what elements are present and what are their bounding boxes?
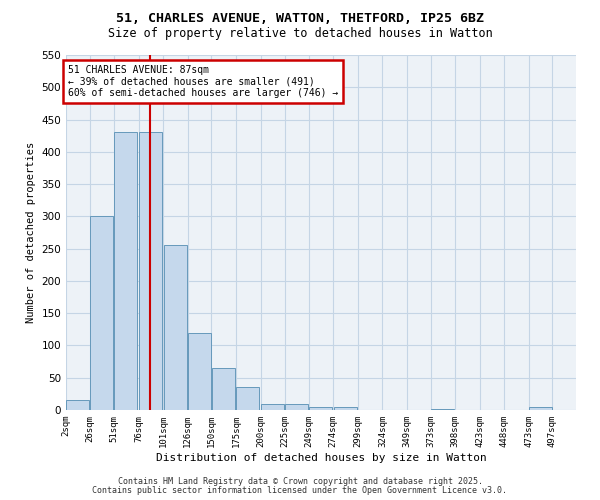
Bar xyxy=(529,408,552,410)
Bar xyxy=(139,132,162,410)
Bar xyxy=(334,408,356,410)
X-axis label: Distribution of detached houses by size in Watton: Distribution of detached houses by size … xyxy=(155,452,487,462)
Bar xyxy=(115,132,137,410)
Bar xyxy=(236,388,259,410)
Bar xyxy=(212,368,235,410)
Bar xyxy=(90,216,113,410)
Text: Contains public sector information licensed under the Open Government Licence v3: Contains public sector information licen… xyxy=(92,486,508,495)
Bar xyxy=(309,407,332,410)
Text: 51 CHARLES AVENUE: 87sqm
← 39% of detached houses are smaller (491)
60% of semi-: 51 CHARLES AVENUE: 87sqm ← 39% of detach… xyxy=(68,64,338,98)
Text: 51, CHARLES AVENUE, WATTON, THETFORD, IP25 6BZ: 51, CHARLES AVENUE, WATTON, THETFORD, IP… xyxy=(116,12,484,26)
Bar xyxy=(164,246,187,410)
Bar xyxy=(431,408,454,410)
Text: Size of property relative to detached houses in Watton: Size of property relative to detached ho… xyxy=(107,28,493,40)
Text: Contains HM Land Registry data © Crown copyright and database right 2025.: Contains HM Land Registry data © Crown c… xyxy=(118,477,482,486)
Bar xyxy=(286,404,308,410)
Bar xyxy=(261,404,284,410)
Y-axis label: Number of detached properties: Number of detached properties xyxy=(26,142,36,323)
Bar xyxy=(188,332,211,410)
Bar xyxy=(66,400,89,410)
